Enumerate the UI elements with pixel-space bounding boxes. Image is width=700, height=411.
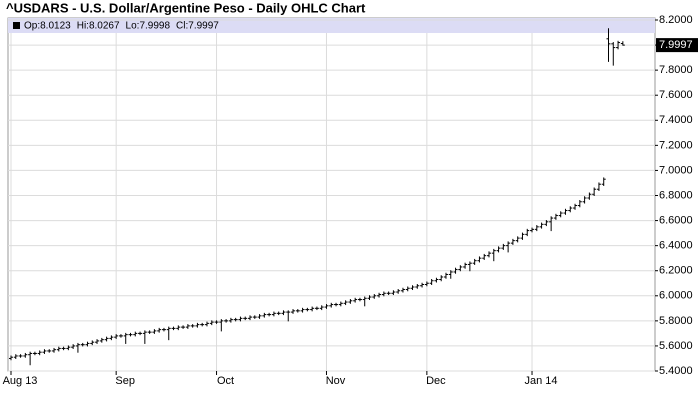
x-tick-label: Oct: [217, 375, 234, 387]
x-tick-label: Aug 13: [3, 375, 38, 387]
last-price-label: 7.9997: [659, 39, 693, 51]
info-value: 8.0123: [40, 21, 71, 32]
y-tick-label: 6.8000: [659, 189, 693, 201]
y-tick-label: 6.2000: [659, 265, 693, 277]
plot-area: [7, 17, 656, 372]
info-value: 7.9997: [188, 21, 219, 32]
y-tick-label: 8.2000: [659, 14, 693, 26]
x-tick-label: Dec: [426, 375, 446, 387]
y-tick-label: 7.6000: [659, 89, 693, 101]
y-tick-label: 7.2000: [659, 139, 693, 151]
y-tick-label: 5.8000: [659, 315, 693, 327]
info-band: [8, 18, 655, 33]
info-label: Lo:: [126, 21, 140, 32]
info-icon: [13, 22, 20, 29]
info-label: Cl:: [176, 21, 188, 32]
x-tick-label: Sep: [115, 375, 135, 387]
y-tick-label: 5.6000: [659, 340, 693, 352]
y-tick-label: 5.4000: [659, 365, 693, 377]
y-tick-label: 7.0000: [659, 164, 693, 176]
y-tick-label: 7.8000: [659, 64, 693, 76]
info-value: 7.9998: [139, 21, 170, 32]
chart-title: ^USDARS - U.S. Dollar/Argentine Peso - D…: [6, 0, 366, 15]
x-tick-label: Jan 14: [525, 375, 558, 387]
info-label: Op:: [24, 21, 40, 32]
info-label: Hi:: [77, 21, 89, 32]
info-value: 8.0267: [89, 21, 120, 32]
last-price-box: [656, 38, 698, 53]
y-tick-label: 7.4000: [659, 114, 693, 126]
x-tick-label: Nov: [326, 375, 346, 387]
y-tick-label: 6.0000: [659, 290, 693, 302]
y-tick-label: 6.4000: [659, 240, 693, 252]
y-tick-label: 6.6000: [659, 214, 693, 226]
